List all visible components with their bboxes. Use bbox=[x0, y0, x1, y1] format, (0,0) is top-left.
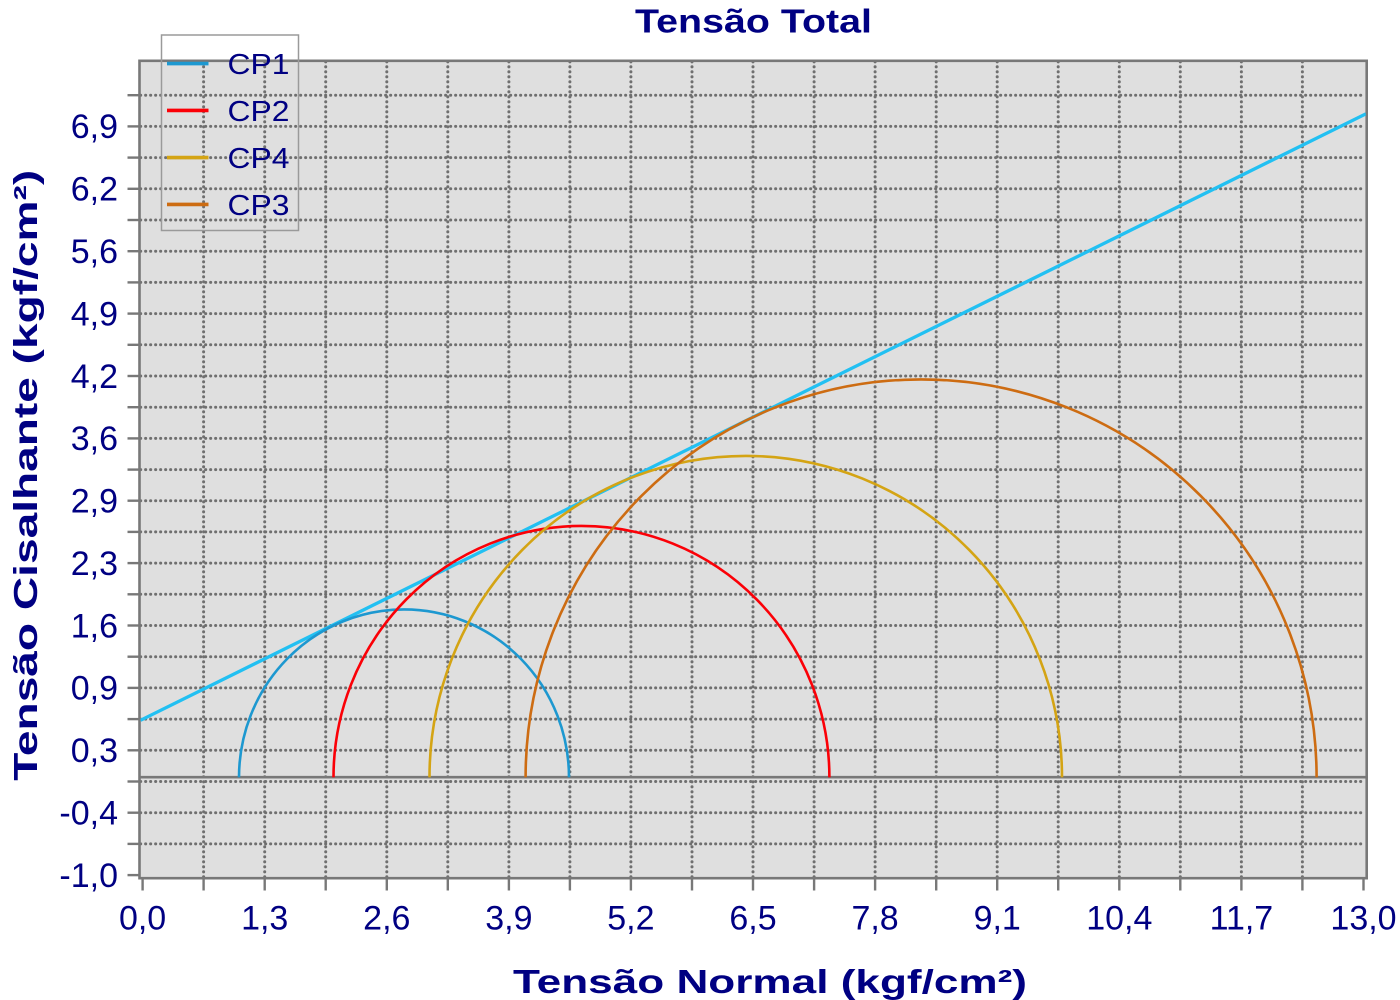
svg-text:2,6: 2,6 bbox=[363, 900, 410, 938]
svg-text:3,9: 3,9 bbox=[485, 900, 532, 938]
svg-text:Tensão Cisalhante (kgf/cm²): Tensão Cisalhante (kgf/cm²) bbox=[7, 170, 44, 781]
svg-text:9,1: 9,1 bbox=[974, 900, 1021, 938]
svg-text:-1,0: -1,0 bbox=[59, 857, 118, 895]
svg-text:4,9: 4,9 bbox=[71, 295, 118, 333]
svg-text:0,0: 0,0 bbox=[119, 900, 166, 938]
svg-text:-0,4: -0,4 bbox=[59, 795, 118, 833]
svg-text:Tensão Total: Tensão Total bbox=[635, 3, 872, 40]
svg-text:6,9: 6,9 bbox=[71, 108, 118, 146]
svg-text:5,2: 5,2 bbox=[607, 900, 654, 938]
svg-text:10,4: 10,4 bbox=[1086, 900, 1152, 938]
svg-text:1,6: 1,6 bbox=[71, 607, 118, 645]
svg-text:3,6: 3,6 bbox=[71, 420, 118, 458]
svg-text:2,3: 2,3 bbox=[71, 545, 118, 583]
svg-text:CP3: CP3 bbox=[228, 190, 290, 222]
svg-text:4,2: 4,2 bbox=[71, 358, 118, 396]
svg-text:6,2: 6,2 bbox=[71, 171, 118, 209]
svg-text:0,3: 0,3 bbox=[71, 732, 118, 770]
svg-text:7,8: 7,8 bbox=[851, 900, 898, 938]
svg-text:5,6: 5,6 bbox=[71, 233, 118, 271]
svg-text:6,5: 6,5 bbox=[729, 900, 776, 938]
svg-text:1,3: 1,3 bbox=[241, 900, 288, 938]
svg-text:CP4: CP4 bbox=[228, 143, 290, 175]
svg-text:CP2: CP2 bbox=[228, 96, 290, 128]
svg-text:11,7: 11,7 bbox=[1210, 900, 1274, 938]
svg-text:CP1: CP1 bbox=[228, 49, 290, 81]
svg-text:13,0: 13,0 bbox=[1330, 900, 1396, 938]
svg-text:0,9: 0,9 bbox=[71, 670, 118, 708]
svg-text:2,9: 2,9 bbox=[71, 483, 118, 521]
svg-text:Tensão Normal (kgf/cm²): Tensão Normal (kgf/cm²) bbox=[513, 963, 1027, 1000]
